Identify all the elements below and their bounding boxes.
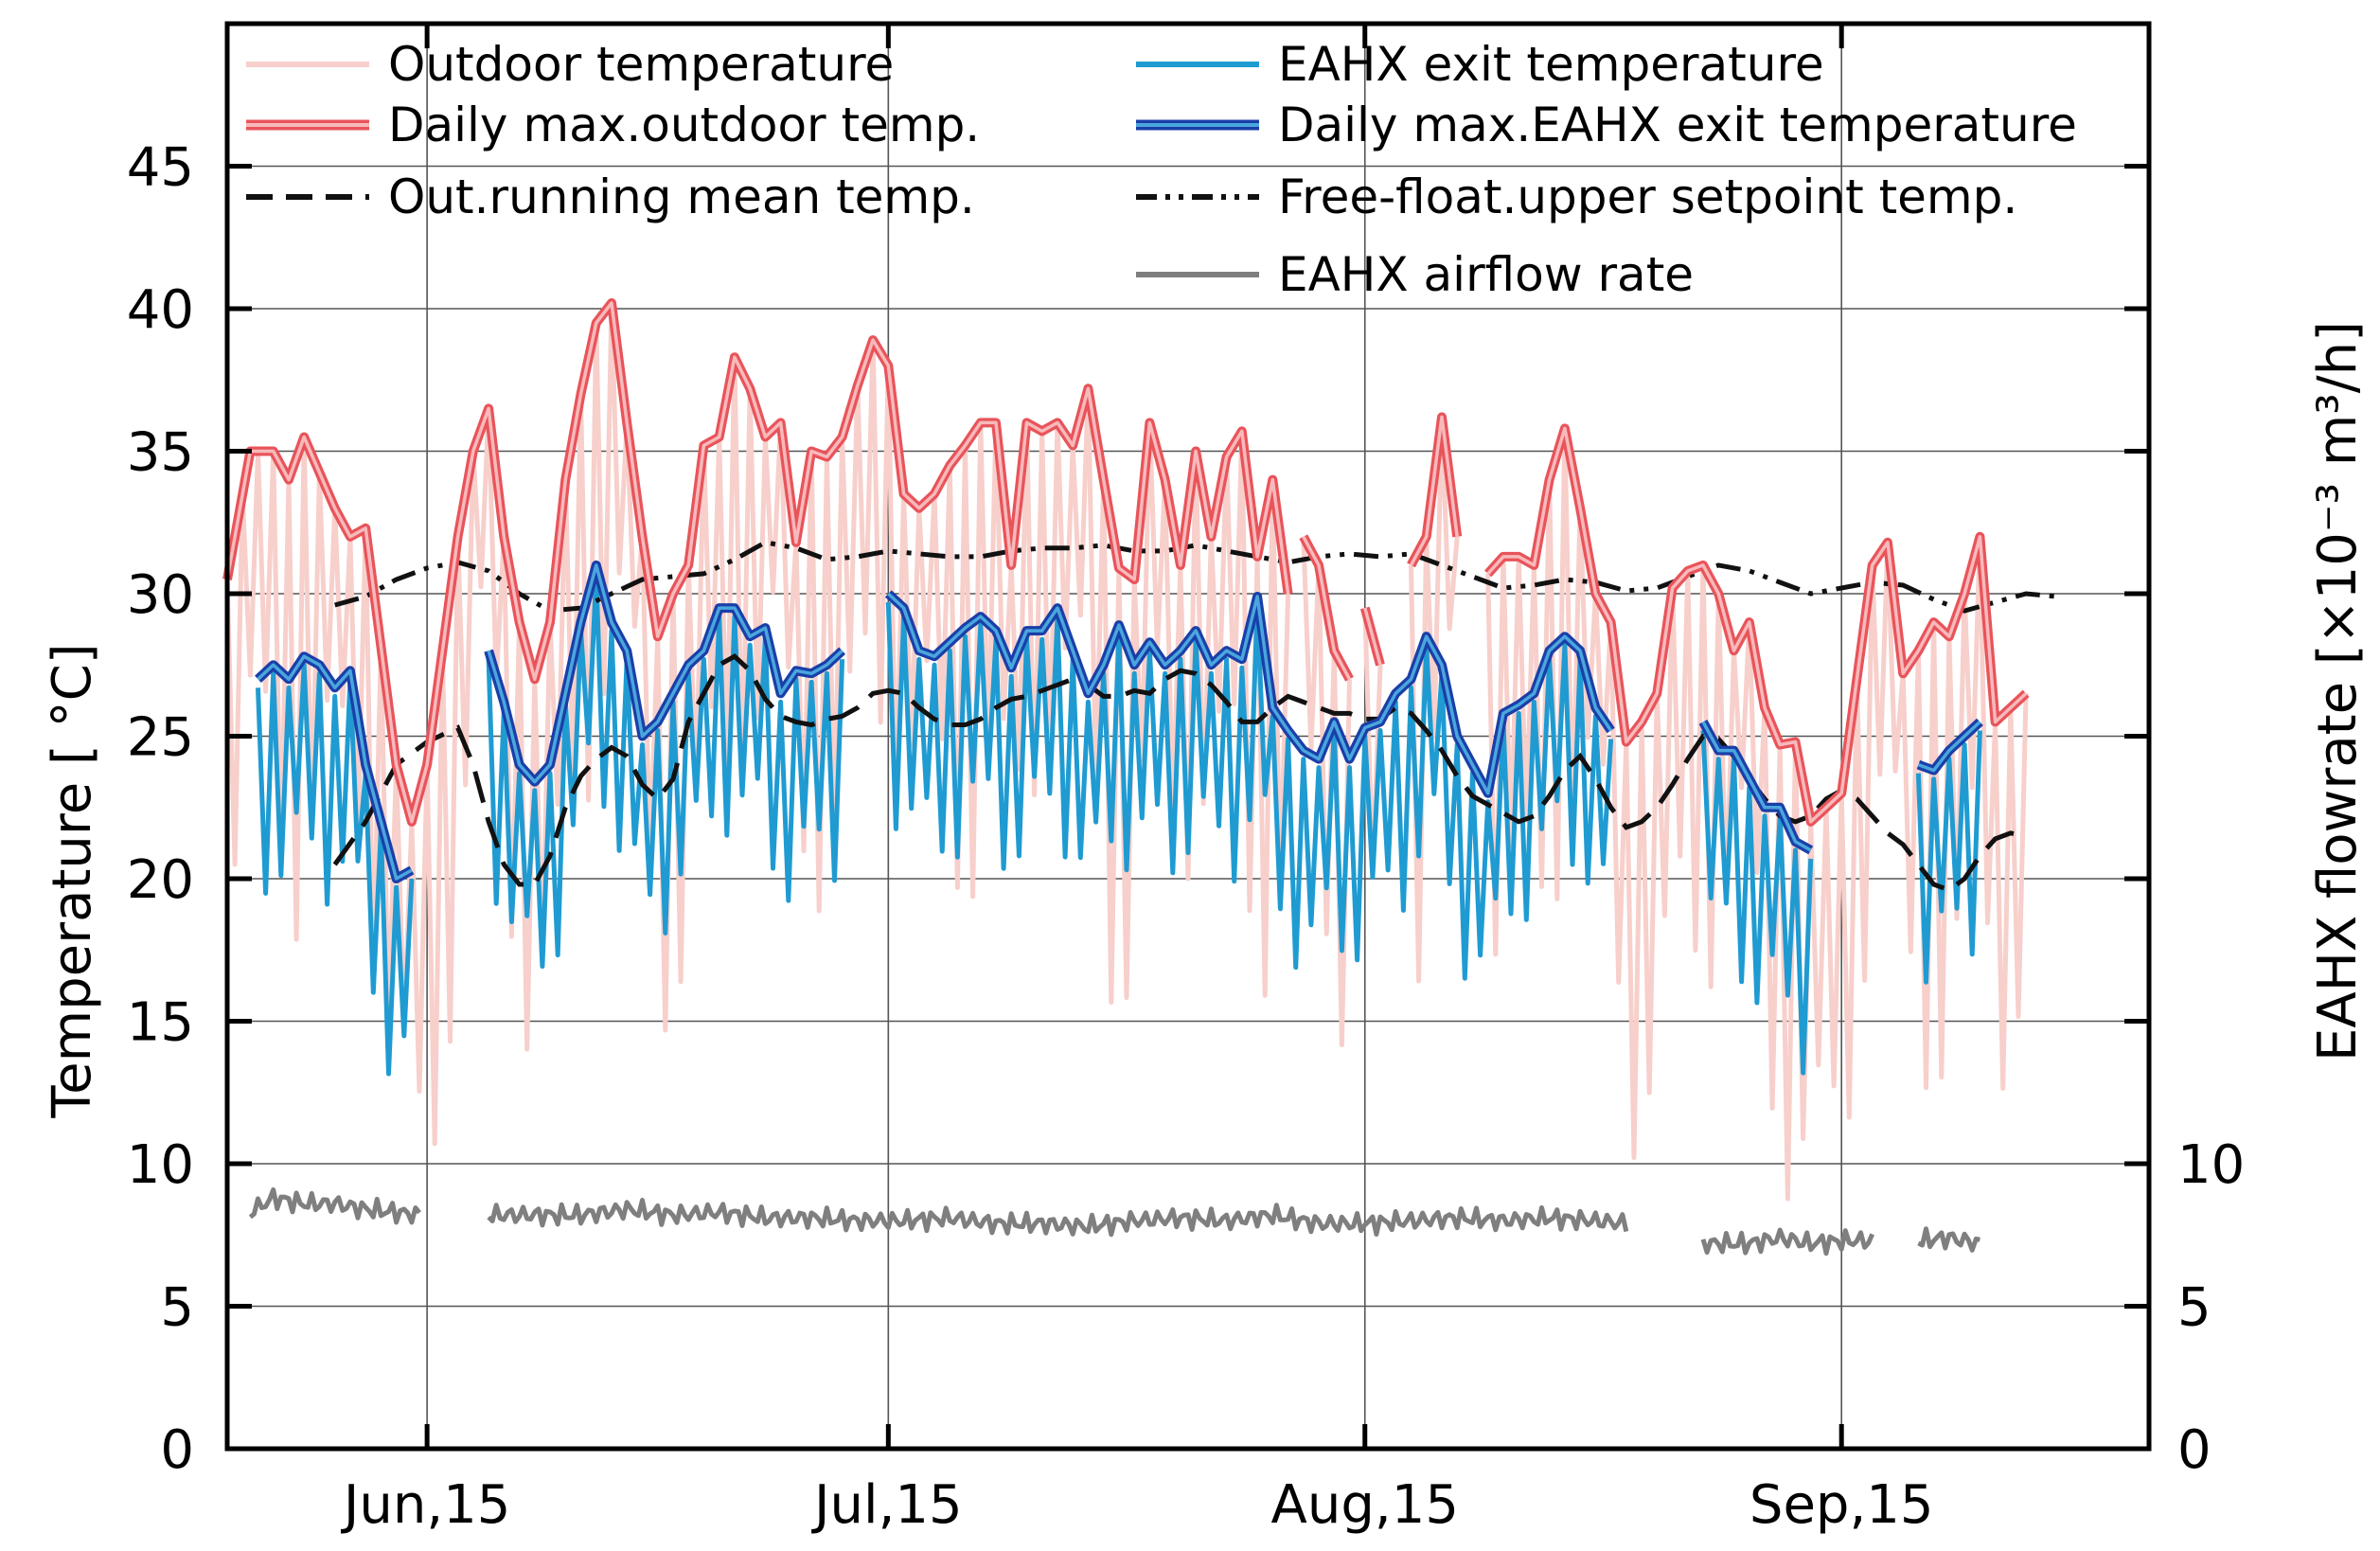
y2-tick-label: 5 xyxy=(2177,1277,2211,1339)
eahx-exit-temperature-line xyxy=(486,571,845,969)
upper-setpoint-line xyxy=(334,540,2057,614)
daily-max-outdoor-line-inner xyxy=(225,301,1290,824)
x-tick-label: Jun,15 xyxy=(341,1474,511,1536)
y-tick-label: 5 xyxy=(160,1277,194,1339)
x-tick-label: Sep,15 xyxy=(1749,1474,1934,1536)
daily-max-eahx-line-inner xyxy=(887,592,1613,795)
x-tick-label: Aug,15 xyxy=(1271,1474,1459,1536)
y2-tick-label: 0 xyxy=(2177,1419,2211,1481)
legend-label-daily_max_outdoor: Daily max.outdoor temp. xyxy=(388,98,980,152)
daily-max-outdoor-line-inner xyxy=(1409,415,1459,566)
y-tick-label: 40 xyxy=(127,279,194,341)
legend-label-airflow: EAHX airflow rate xyxy=(1278,247,1694,302)
airflow-rate-line xyxy=(1917,1226,1980,1253)
daily-max-eahx-line-inner xyxy=(1701,721,1812,852)
legend-label-upper_setpoint: Free-float.upper setpoint temp. xyxy=(1278,169,2017,224)
y-tick-label: 10 xyxy=(127,1134,194,1196)
outdoor-temperature-line xyxy=(1409,414,1460,984)
legend-label-eahx_exit: EAHX exit temperature xyxy=(1278,37,1824,92)
y2-tick-label: 10 xyxy=(2177,1134,2245,1196)
daily-max-eahx-line xyxy=(484,560,845,787)
eahx-exit-temperature-line xyxy=(885,601,1614,981)
legend-label-running_mean: Out.running mean temp. xyxy=(388,169,975,224)
ticks: 0 5 10 15 20 25 30 35 40 45 0 5 10 Jun,15 Jul,15 Aug,15… xyxy=(127,24,2245,1536)
eahx-exit-temperature-line xyxy=(256,662,415,1077)
y-tick-label: 45 xyxy=(127,137,194,199)
y-tick-label: 15 xyxy=(127,992,194,1054)
y-tick-label: 35 xyxy=(127,422,194,484)
daily-max-outdoor-line-inner xyxy=(1363,607,1382,666)
y2-axis-title: EAHX flowrate [×10⁻³ m³/h] xyxy=(2307,321,2369,1061)
daily-max-outdoor-line-inner xyxy=(1302,535,1352,681)
daily-max-eahx-line-inner xyxy=(1917,721,1981,773)
x-tick-label: Jul,15 xyxy=(811,1474,963,1536)
airflow-rate-line xyxy=(248,1186,421,1225)
legend: Outdoor temperature EAHX exit temperature… xyxy=(246,37,2077,302)
airflow-rate-line xyxy=(487,1198,1629,1238)
y-tick-label: 30 xyxy=(127,564,194,626)
daily-max-eahx-line-inner xyxy=(487,563,844,784)
eahx-exit-temperature-line xyxy=(1700,730,1814,1076)
airflow-rate-line xyxy=(1700,1227,1874,1257)
y-axis-title: Temperature [ °C] xyxy=(42,643,103,1118)
legend-label-outdoor: Outdoor temperature xyxy=(388,37,894,92)
y-tick-label: 0 xyxy=(160,1419,194,1481)
daily-max-eahx-line-inner xyxy=(257,654,413,881)
series-layer xyxy=(222,298,2057,1257)
outdoor-temperature-line xyxy=(1301,536,1352,1048)
grid xyxy=(227,24,2149,1449)
y-tick-label: 25 xyxy=(127,707,194,769)
legend-label-daily_max_eahx: Daily max.EAHX exit temperature xyxy=(1278,98,2077,152)
eahx-exit-temperature-line xyxy=(1915,730,1982,985)
y-tick-label: 20 xyxy=(127,849,194,911)
daily-max-outdoor-line-inner xyxy=(1486,426,2028,824)
